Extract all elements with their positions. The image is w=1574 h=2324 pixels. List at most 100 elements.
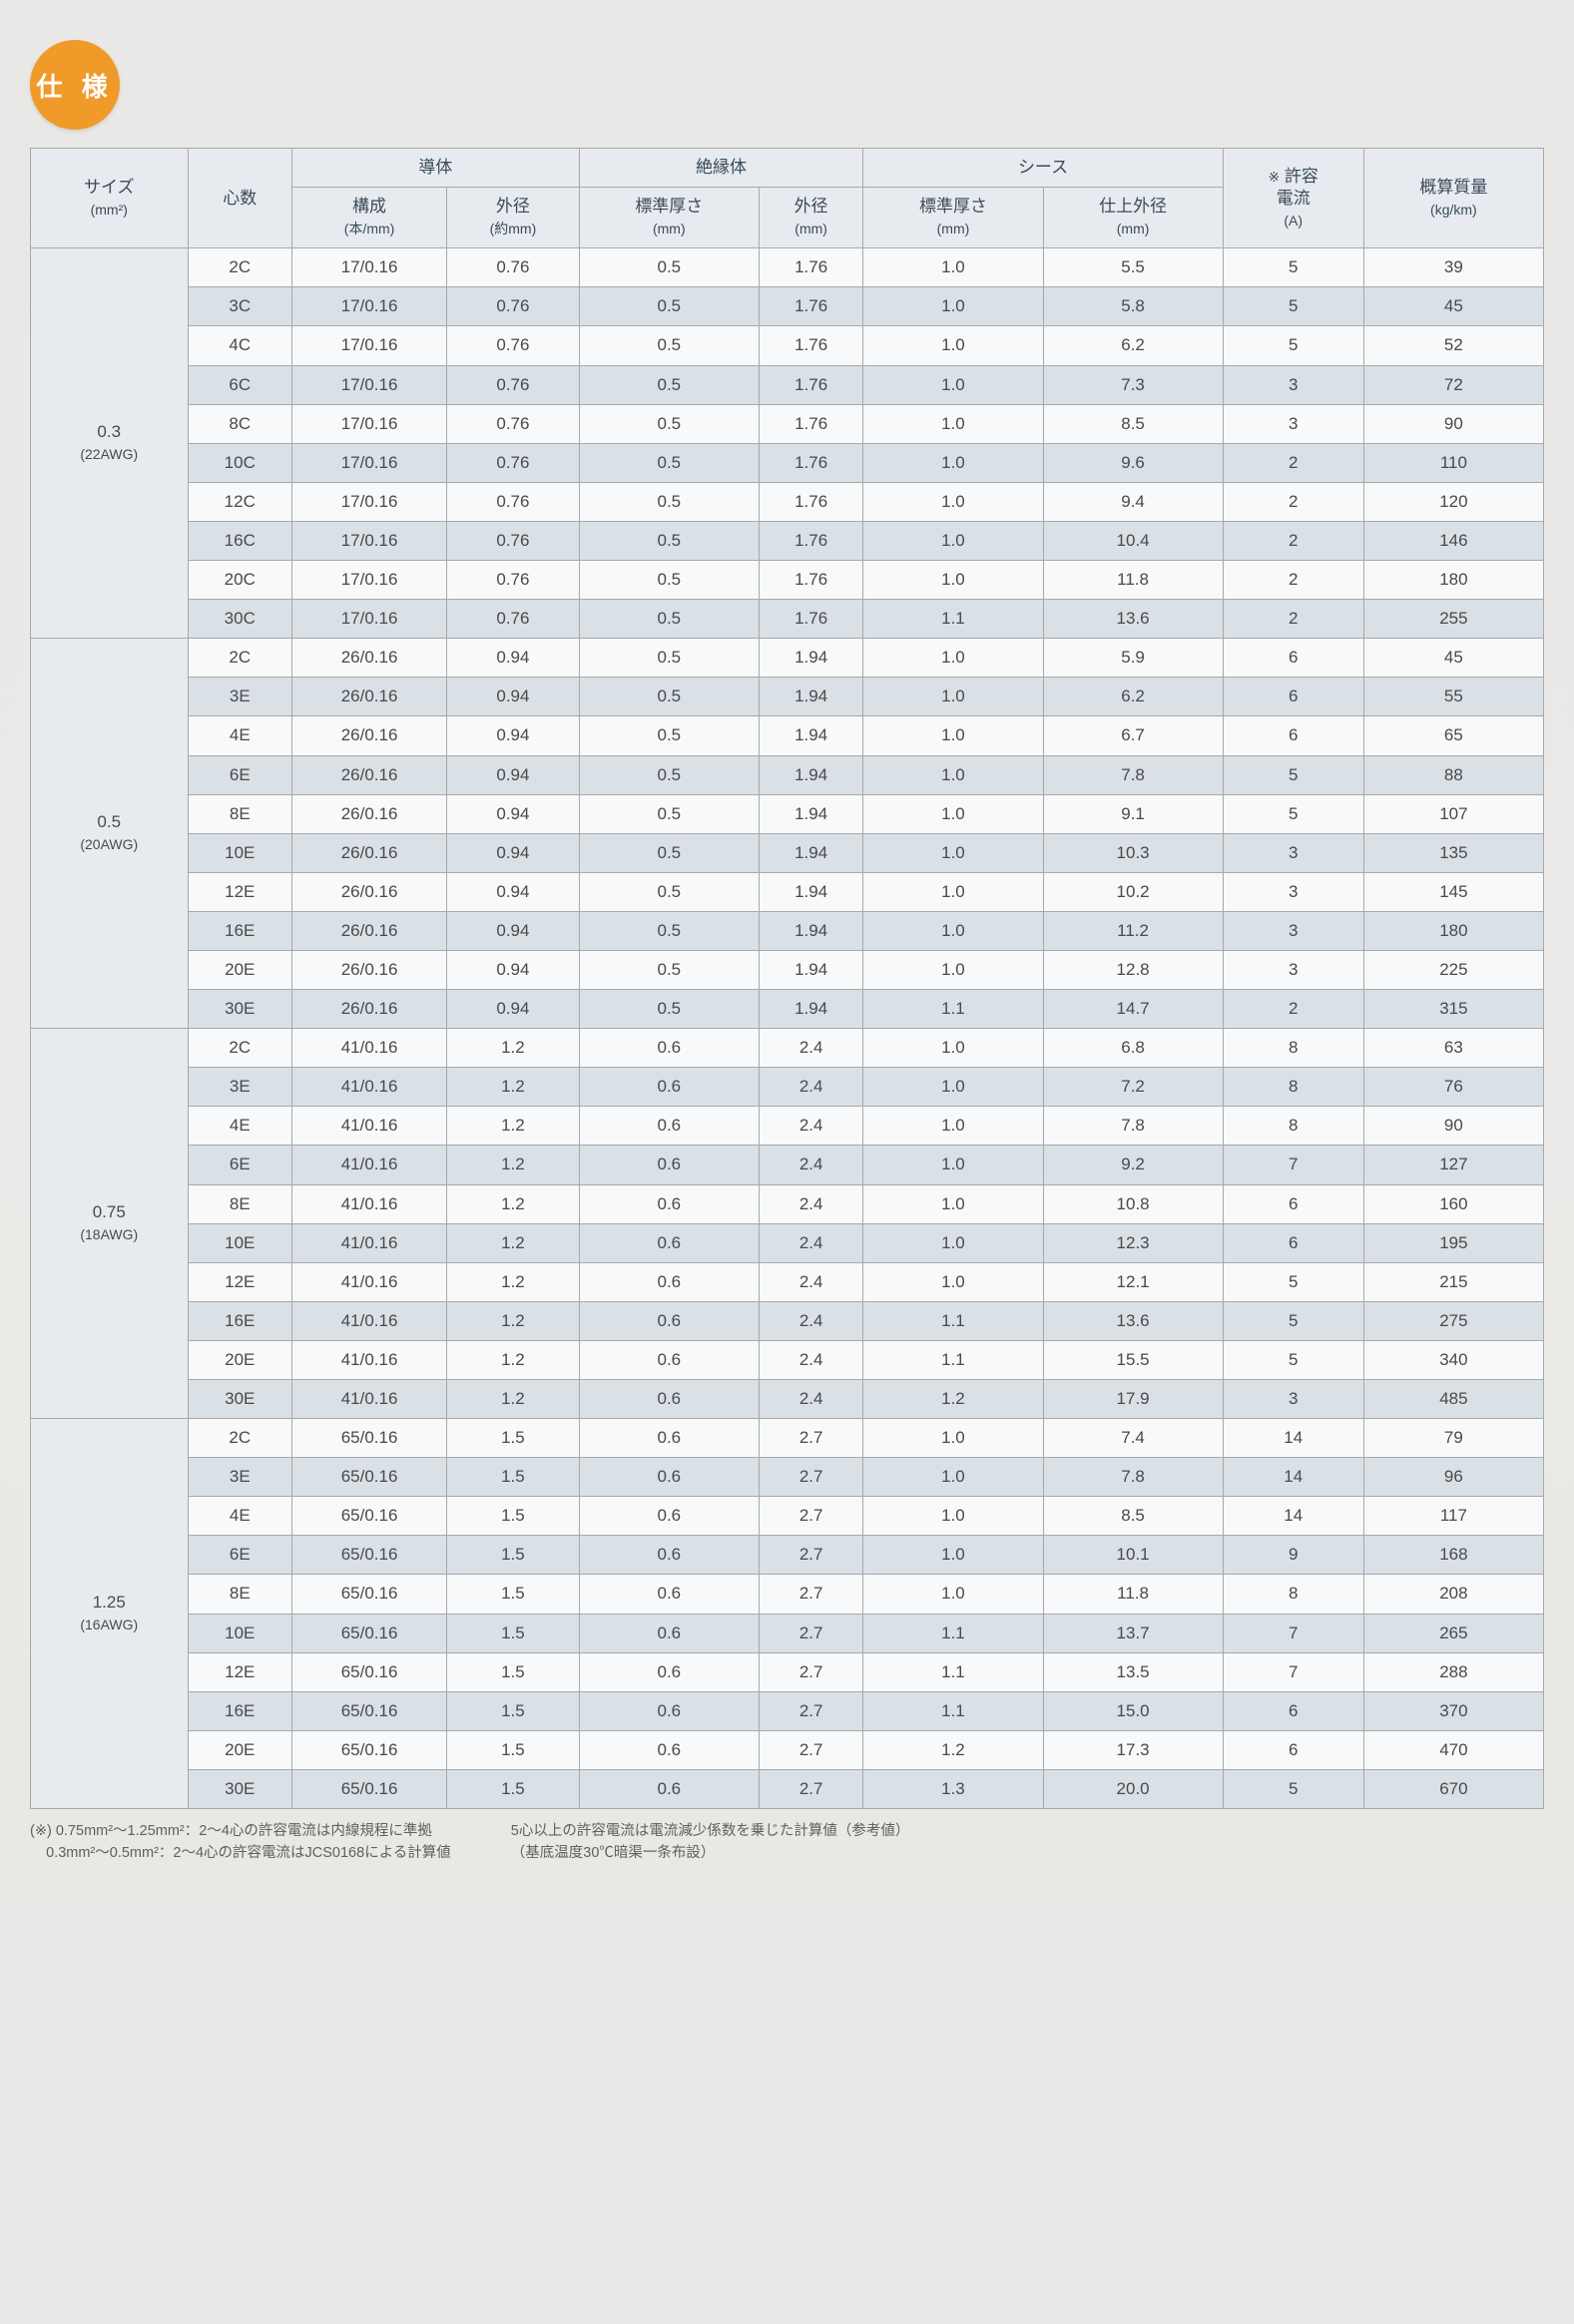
- col-insulation-group: 絶縁体: [579, 149, 863, 188]
- cores-cell: 3E: [188, 678, 292, 716]
- weight-cell: 90: [1363, 404, 1543, 443]
- sheath-od-cell: 9.1: [1043, 794, 1223, 833]
- insul-thk-cell: 0.5: [579, 755, 759, 794]
- sheath-thk-cell: 1.0: [863, 443, 1043, 482]
- footnote-left-2: 0.3mm²〜0.5mm²：2〜4心の許容電流はJCS0168による計算値: [46, 1845, 451, 1861]
- cores-cell: 4E: [188, 716, 292, 755]
- conductor-od-cell: 0.94: [447, 716, 580, 755]
- insul-thk-cell: 0.5: [579, 248, 759, 287]
- table-row: 10E41/0.161.20.62.41.012.36195: [31, 1223, 1544, 1262]
- conductor-od-cell: 0.94: [447, 639, 580, 678]
- insul-od-cell: 2.7: [759, 1614, 863, 1652]
- comp-cell: 17/0.16: [292, 287, 447, 326]
- conductor-od-cell: 0.94: [447, 678, 580, 716]
- sheath-thk-cell: 1.0: [863, 1146, 1043, 1184]
- cores-cell: 6E: [188, 755, 292, 794]
- weight-cell: 315: [1363, 990, 1543, 1029]
- sheath-thk-cell: 1.0: [863, 248, 1043, 287]
- insul-od-cell: 2.4: [759, 1184, 863, 1223]
- sheath-od-cell: 11.2: [1043, 911, 1223, 950]
- current-cell: 2: [1223, 990, 1363, 1029]
- current-cell: 5: [1223, 1262, 1363, 1301]
- col-insulation-thk: 標準厚さ (mm): [579, 188, 759, 248]
- table-row: 10E26/0.160.940.51.941.010.33135: [31, 833, 1544, 872]
- table-row: 3E41/0.161.20.62.41.07.2876: [31, 1068, 1544, 1107]
- weight-cell: 180: [1363, 561, 1543, 600]
- sheath-od-cell: 8.5: [1043, 1497, 1223, 1536]
- sheath-thk-cell: 1.0: [863, 1497, 1043, 1536]
- sheath-thk-cell: 1.0: [863, 404, 1043, 443]
- weight-cell: 470: [1363, 1730, 1543, 1769]
- size-l1: 0.75: [93, 1202, 126, 1221]
- sheath-thk-cell: 1.0: [863, 1068, 1043, 1107]
- col-size-l1: サイズ: [84, 178, 135, 197]
- comp-cell: 17/0.16: [292, 248, 447, 287]
- table-row: 6E41/0.161.20.62.41.09.27127: [31, 1146, 1544, 1184]
- insul-thk-cell: 0.5: [579, 326, 759, 365]
- table-row: 20C17/0.160.760.51.761.011.82180: [31, 561, 1544, 600]
- conductor-od-cell: 1.2: [447, 1380, 580, 1419]
- weight-cell: 215: [1363, 1262, 1543, 1301]
- col-conductor-comp-l2: (本/mm): [344, 221, 395, 236]
- table-row: 30E41/0.161.20.62.41.217.93485: [31, 1380, 1544, 1419]
- table-row: 12E65/0.161.50.62.71.113.57288: [31, 1652, 1544, 1691]
- sheath-thk-cell: 1.2: [863, 1730, 1043, 1769]
- current-cell: 7: [1223, 1614, 1363, 1652]
- current-cell: 7: [1223, 1146, 1363, 1184]
- sheath-od-cell: 7.3: [1043, 365, 1223, 404]
- sheath-thk-cell: 1.0: [863, 326, 1043, 365]
- conductor-od-cell: 0.76: [447, 600, 580, 639]
- insul-od-cell: 1.94: [759, 911, 863, 950]
- sheath-od-cell: 7.4: [1043, 1419, 1223, 1458]
- weight-cell: 370: [1363, 1691, 1543, 1730]
- sheath-thk-cell: 1.1: [863, 1652, 1043, 1691]
- col-current: ※ 許容 電流 (A): [1223, 149, 1363, 248]
- conductor-od-cell: 1.2: [447, 1068, 580, 1107]
- current-cell: 8: [1223, 1068, 1363, 1107]
- comp-cell: 26/0.16: [292, 833, 447, 872]
- col-current-marker: ※: [1268, 169, 1280, 185]
- sheath-od-cell: 6.2: [1043, 326, 1223, 365]
- weight-cell: 110: [1363, 443, 1543, 482]
- conductor-od-cell: 1.5: [447, 1497, 580, 1536]
- weight-cell: 120: [1363, 482, 1543, 521]
- comp-cell: 41/0.16: [292, 1340, 447, 1379]
- weight-cell: 107: [1363, 794, 1543, 833]
- insul-od-cell: 1.76: [759, 287, 863, 326]
- sheath-od-cell: 11.8: [1043, 1575, 1223, 1614]
- insul-thk-cell: 0.6: [579, 1730, 759, 1769]
- insul-thk-cell: 0.6: [579, 1614, 759, 1652]
- cores-cell: 20E: [188, 1340, 292, 1379]
- table-row: 10E65/0.161.50.62.71.113.77265: [31, 1614, 1544, 1652]
- col-weight-l1: 概算質量: [1419, 178, 1487, 197]
- cores-cell: 4E: [188, 1497, 292, 1536]
- table-row: 20E65/0.161.50.62.71.217.36470: [31, 1730, 1544, 1769]
- size-l1: 0.3: [97, 422, 121, 441]
- conductor-od-cell: 0.94: [447, 911, 580, 950]
- table-row: 3E65/0.161.50.62.71.07.81496: [31, 1458, 1544, 1497]
- insul-thk-cell: 0.5: [579, 287, 759, 326]
- insul-thk-cell: 0.6: [579, 1223, 759, 1262]
- weight-cell: 55: [1363, 678, 1543, 716]
- col-insulation-od: 外径 (mm): [759, 188, 863, 248]
- conductor-od-cell: 0.94: [447, 950, 580, 989]
- insul-od-cell: 1.94: [759, 872, 863, 911]
- insul-thk-cell: 0.6: [579, 1184, 759, 1223]
- spec-badge: 仕 様: [30, 40, 120, 130]
- cores-cell: 12E: [188, 1262, 292, 1301]
- insul-thk-cell: 0.5: [579, 639, 759, 678]
- insul-od-cell: 1.94: [759, 639, 863, 678]
- weight-cell: 160: [1363, 1184, 1543, 1223]
- sheath-thk-cell: 1.0: [863, 482, 1043, 521]
- sheath-od-cell: 13.6: [1043, 600, 1223, 639]
- weight-cell: 63: [1363, 1029, 1543, 1068]
- conductor-od-cell: 1.2: [447, 1146, 580, 1184]
- table-row: 8E26/0.160.940.51.941.09.15107: [31, 794, 1544, 833]
- insul-thk-cell: 0.5: [579, 794, 759, 833]
- table-row: 0.75(18AWG)2C41/0.161.20.62.41.06.8863: [31, 1029, 1544, 1068]
- conductor-od-cell: 0.76: [447, 248, 580, 287]
- weight-cell: 275: [1363, 1301, 1543, 1340]
- conductor-od-cell: 1.2: [447, 1340, 580, 1379]
- sheath-thk-cell: 1.0: [863, 755, 1043, 794]
- col-size: サイズ (mm²): [31, 149, 189, 248]
